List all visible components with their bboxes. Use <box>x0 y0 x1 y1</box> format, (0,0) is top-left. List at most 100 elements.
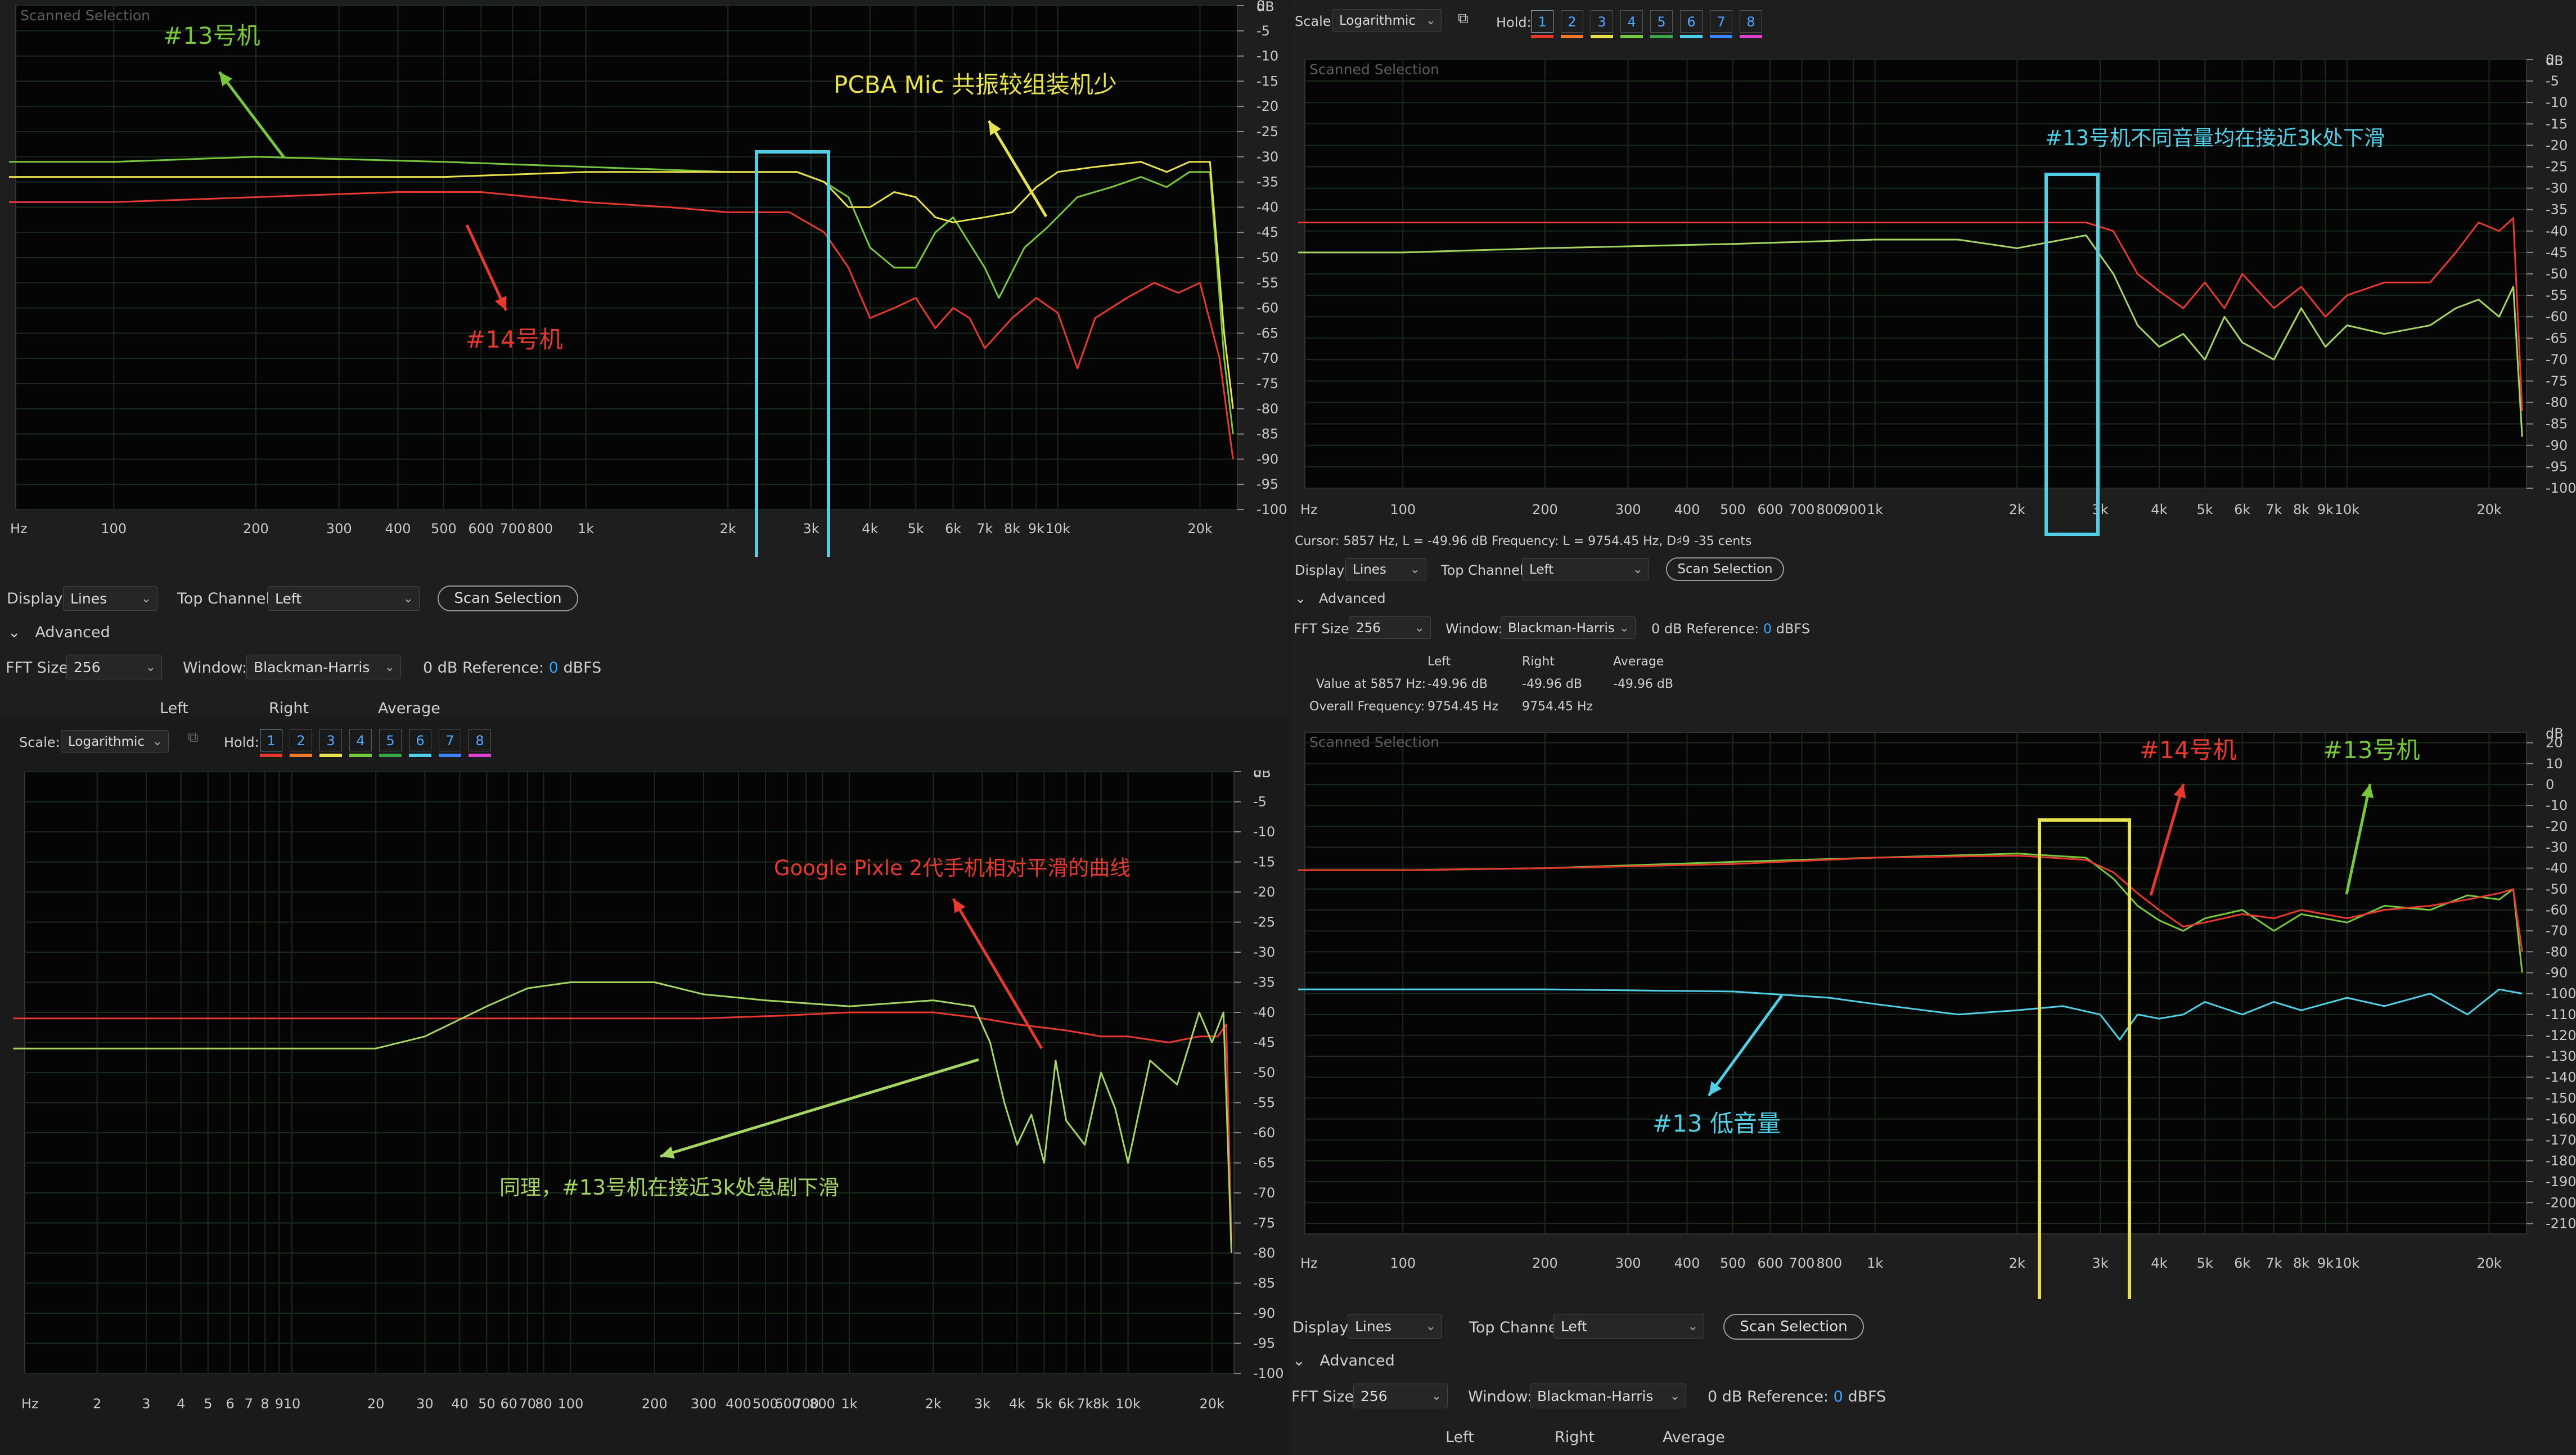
y-tick-label: -190 <box>2546 1174 2576 1190</box>
hold-button-1[interactable]: 1 <box>1531 10 1553 33</box>
fft-select[interactable]: 256 ⌄ <box>66 655 162 679</box>
y-tick-label: -75 <box>1253 1215 1275 1231</box>
annotation-arrow <box>660 1058 979 1158</box>
top-channel-select[interactable]: Left ⌄ <box>268 586 420 611</box>
hold-button-7[interactable]: 7 <box>439 729 461 751</box>
y-tick-label: -5 <box>2546 73 2559 89</box>
x-tick-label: 700 <box>793 1396 819 1412</box>
hold-button-4[interactable]: 4 <box>1620 10 1643 33</box>
hold-color-bar <box>379 754 402 757</box>
display-select[interactable]: Lines ⌄ <box>63 586 157 611</box>
x-tick-label: 30 <box>416 1396 434 1412</box>
highlight-rect <box>2044 173 2100 536</box>
y-tick-label: -70 <box>1257 350 1278 366</box>
y-tick-label: -40 <box>1257 199 1278 215</box>
display-select-tr[interactable]: Lines ⌄ <box>1345 558 1426 580</box>
hold-button-2[interactable]: 2 <box>290 729 312 751</box>
scan-selection-button-br[interactable]: Scan Selection <box>1723 1314 1864 1340</box>
hold-button-6[interactable]: 6 <box>409 729 431 751</box>
value-right: -49.96 dB <box>1522 677 1582 691</box>
display-select-br[interactable]: Lines ⌄ <box>1348 1314 1442 1339</box>
x-tick-label: 4 <box>177 1396 185 1412</box>
y-tick-label: -45 <box>1257 224 1278 240</box>
y-tick-label: -70 <box>2546 923 2568 939</box>
x-tick-label: 1k <box>841 1396 857 1412</box>
y-tick-label: -100 <box>2546 986 2576 1002</box>
series-line-lime <box>1298 234 2523 437</box>
highlight-rect <box>755 150 830 557</box>
annotation-text: #13号机 <box>2323 736 2420 764</box>
window-select-br[interactable]: Blackman-Harris ⌄ <box>1530 1384 1686 1408</box>
x-tick-label: 9 <box>275 1396 283 1412</box>
hold-button-2[interactable]: 2 <box>1561 10 1583 33</box>
y-tick-label: -50 <box>2546 881 2568 897</box>
window-select-tr[interactable]: Blackman-Harris ⌄ <box>1501 616 1636 639</box>
hold-button-8[interactable]: 8 <box>1740 10 1762 33</box>
scan-selection-button[interactable]: Scan Selection <box>438 585 578 611</box>
window-select[interactable]: Blackman-Harris ⌄ <box>246 655 401 679</box>
x-tick-label: 200 <box>1532 502 1558 517</box>
y-tick-label: -100 <box>1257 502 1287 517</box>
hold-button-3[interactable]: 3 <box>319 729 342 751</box>
y-tick-label: -50 <box>1253 1065 1275 1080</box>
x-tick-label: 500 <box>1720 502 1746 517</box>
series-line-green <box>9 156 1234 434</box>
annotation-arrowhead <box>219 72 233 87</box>
y-tick-label: -15 <box>1257 73 1278 89</box>
x-tick-label: 10k <box>1046 521 1071 537</box>
hold-button-5[interactable]: 5 <box>1650 10 1673 33</box>
col-average-tr: Average <box>1613 655 1664 669</box>
scale-select-bl[interactable]: Logarithmic ⌄ <box>61 730 169 753</box>
x-tick-label: 80 <box>535 1396 552 1412</box>
scale-select[interactable]: Logarithmic ⌄ <box>1332 9 1442 31</box>
advanced-toggle-tr[interactable]: ⌄ Advanced <box>1295 591 1386 606</box>
x-tick-label: 600 <box>468 521 494 537</box>
plot-area <box>1304 732 2527 1235</box>
col-average-br: Average <box>1663 1429 1725 1446</box>
overall-right: 9754.45 Hz <box>1522 700 1593 714</box>
scanned-selection-label: Scanned Selection <box>1309 61 1439 78</box>
y-tick-label: -170 <box>2546 1132 2576 1148</box>
series-line-red <box>1298 217 2523 411</box>
x-tick-label: 6k <box>1058 1396 1074 1412</box>
x-tick-label: 800 <box>809 1396 835 1412</box>
x-tick-label: 4k <box>2151 1255 2167 1271</box>
hold-button-1[interactable]: 1 <box>260 729 282 751</box>
hold-button-4[interactable]: 4 <box>349 729 372 751</box>
y-tick-label: -30 <box>2546 839 2568 855</box>
y-tick-label: -15 <box>2546 116 2568 132</box>
hold-overlay-icon-bl[interactable]: ⧉ <box>188 729 199 746</box>
hold-button-6[interactable]: 6 <box>1680 10 1703 33</box>
hold-button-3[interactable]: 3 <box>1591 10 1613 33</box>
scan-selection-button-tr[interactable]: Scan Selection <box>1666 557 1784 581</box>
display-label: Display: <box>7 590 67 607</box>
hold-button-8[interactable]: 8 <box>469 729 491 751</box>
top-channel-label-br: Top Channel: <box>1469 1319 1568 1336</box>
annotation-arrowhead <box>953 899 966 913</box>
hold-color-bar <box>1650 35 1673 38</box>
y-tick-label: -5 <box>1257 23 1270 39</box>
y-tick-label: -30 <box>1253 944 1275 960</box>
overall-left: 9754.45 Hz <box>1427 700 1499 714</box>
fft-select-br[interactable]: 256 ⌄ <box>1353 1384 1448 1408</box>
fft-select-tr[interactable]: 256 ⌄ <box>1349 616 1431 639</box>
hold-overlay-icon[interactable]: ⧉ <box>1458 10 1469 27</box>
window-label: Window: <box>183 659 247 677</box>
x-tick-label: 800 <box>527 521 553 537</box>
hold-button-5[interactable]: 5 <box>379 729 402 751</box>
y-tick-label: -55 <box>2546 287 2568 303</box>
advanced-toggle-br[interactable]: ⌄ Advanced <box>1292 1352 1395 1370</box>
x-tick-label: 400 <box>1674 502 1700 517</box>
top-channel-select-br[interactable]: Left ⌄ <box>1553 1314 1704 1339</box>
advanced-toggle[interactable]: ⌄ Advanced <box>8 624 110 641</box>
y-tick-label: -25 <box>1253 915 1275 930</box>
y-tick-label: 0 <box>1253 771 1262 780</box>
x-tick-label: 2k <box>925 1396 942 1412</box>
hold-button-7[interactable]: 7 <box>1710 10 1732 33</box>
annotation-arrow <box>465 224 508 312</box>
series-line-red <box>9 191 1234 460</box>
hold-color-bar <box>1561 35 1583 38</box>
x-tick-label: 3k <box>2092 502 2108 517</box>
top-channel-select-tr[interactable]: Left ⌄ <box>1522 558 1649 580</box>
